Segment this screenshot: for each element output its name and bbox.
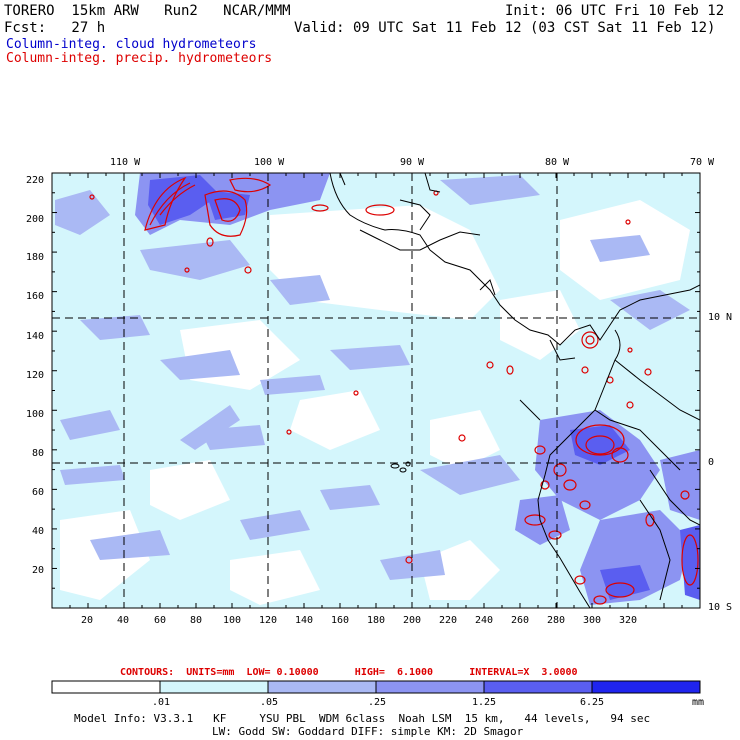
x-tick-label: 140 <box>295 615 314 626</box>
x-tick-label: 200 <box>403 615 422 626</box>
valid-time: Valid: 09 UTC Sat 11 Feb 12 (03 CST Sat … <box>294 20 716 36</box>
model-info-line1: Model Info: V3.3.1 KF YSU PBL WDM 6class… <box>74 712 651 725</box>
colorbar-label: 6.25 <box>580 697 605 708</box>
y-tick-label: 60 <box>32 487 45 498</box>
lon-label: 110 W <box>110 157 141 168</box>
lon-label: 80 W <box>545 157 570 168</box>
colorbar-label: .01 <box>152 697 171 708</box>
field-precip-label: Column-integ. precip. hydrometeors <box>6 51 273 66</box>
x-tick-label: 220 <box>439 615 458 626</box>
colorbar-label: .25 <box>368 697 387 708</box>
x-tick-label: 20 <box>81 615 94 626</box>
y-tick-label: 220 <box>26 175 45 186</box>
coastlines <box>329 173 700 608</box>
model-run-title: TORERO 15km ARW Run2 NCAR/MMM <box>4 3 291 19</box>
y-tick-label: 200 <box>26 214 45 225</box>
x-tick-label: 300 <box>583 615 602 626</box>
y-tick-label: 140 <box>26 331 45 342</box>
init-time: Init: 06 UTC Fri 10 Feb 12 <box>505 3 725 19</box>
field-cloud-label: Column-integ. cloud hydrometeors <box>6 37 257 52</box>
model-info-line2: LW: Godd SW: Goddard DIFF: simple KM: 2D… <box>212 725 524 738</box>
x-tick-label: 320 <box>619 615 638 626</box>
x-tick-label: 120 <box>259 615 278 626</box>
x-tick-label: 100 <box>223 615 242 626</box>
x-tick-label: 280 <box>547 615 566 626</box>
y-tick-label: 100 <box>26 409 45 420</box>
y-tick-label: 120 <box>26 370 45 381</box>
x-tick-label: 240 <box>475 615 494 626</box>
x-tick-label: 160 <box>331 615 350 626</box>
y-tick-label: 180 <box>26 252 45 263</box>
contour-info: CONTOURS: UNITS=mm LOW= 0.10000 HIGH= 6.… <box>120 667 578 678</box>
precip-contours <box>89 176 699 605</box>
x-tick-label: 40 <box>117 615 130 626</box>
lat-label: 10 N <box>708 312 733 323</box>
colorbar-label: .05 <box>260 697 279 708</box>
forecast-hour: Fcst: 27 h <box>4 20 106 36</box>
lon-label: 90 W <box>400 157 425 168</box>
x-tick-label: 260 <box>511 615 530 626</box>
y-tick-label: 160 <box>26 291 45 302</box>
lon-label: 100 W <box>254 157 285 168</box>
lat-label: 0 <box>708 457 715 468</box>
y-tick-label: 80 <box>32 448 45 459</box>
x-tick-label: 80 <box>190 615 203 626</box>
y-tick-label: 40 <box>32 526 45 537</box>
x-tick-label: 180 <box>367 615 386 626</box>
lat-label: 10 S <box>708 602 733 613</box>
colorbar-label: 1.25 <box>472 697 497 708</box>
x-tick-label: 60 <box>154 615 167 626</box>
y-tick-label: 20 <box>32 565 45 576</box>
latlon-grid <box>52 173 700 608</box>
lon-label: 70 W <box>690 157 715 168</box>
colorbar-unit: mm <box>692 697 705 708</box>
